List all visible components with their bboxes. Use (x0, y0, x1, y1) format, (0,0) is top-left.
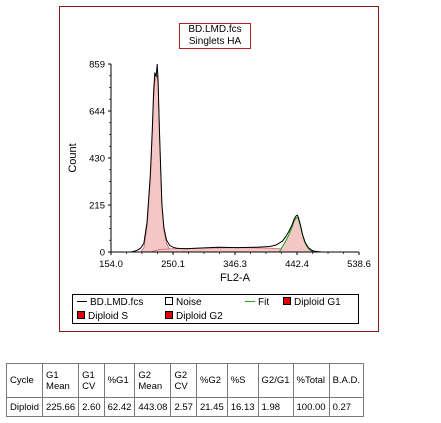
legend-fit-swatch (245, 300, 255, 302)
column-header: B.A.D. (328, 363, 365, 398)
histogram-plot: 0 215 430 644 859 154.0 250.1 346.3 442.4 538.6 FL… (67, 60, 371, 285)
legend-box-swatch (165, 297, 173, 306)
legend-label: Noise (176, 297, 202, 308)
column-header: %S (226, 363, 259, 398)
column-header: %G2 (195, 363, 228, 398)
table-cell: 2.60 (78, 397, 105, 417)
y-axis-label: Count (67, 143, 79, 172)
table-cell: 443.08 (134, 397, 172, 417)
column-header: %Total (292, 363, 330, 398)
table-cell: 100.00 (292, 397, 330, 417)
y-tick-label: 644 (89, 107, 105, 118)
column-header: G1 Mean (42, 363, 80, 398)
column-header: G1 CV (78, 363, 105, 398)
legend-line-swatch (77, 300, 87, 302)
column-header: Cycle (5, 363, 44, 398)
legend-label: Fit (258, 297, 270, 308)
fit-area-diploid-s (150, 247, 298, 253)
table-cell: 16.13 (226, 397, 259, 417)
legend-item-fit: Fit (245, 296, 269, 309)
cell-cycle-stats-table: Cycle G1 Mean G1 CV %G1 G2 Mean G2 CV %G2 %S… (5, 363, 365, 417)
legend-box-swatch (165, 311, 173, 320)
x-tick-label: 538.6 (347, 259, 371, 270)
legend-label: Diploid G2 (176, 311, 223, 322)
table-row: Diploid 225.66 2.60 62.42 443.08 2.57 21… (5, 397, 365, 417)
fit-area-diploid-g2 (278, 216, 315, 253)
table-cell: 21.45 (195, 397, 228, 417)
x-tick-label: 154.0 (99, 259, 123, 270)
legend-box-swatch (283, 297, 291, 306)
legend-label: BD.LMD.fcs (90, 297, 144, 308)
table-cell: 0.27 (328, 397, 365, 417)
chart-title-line-1: BD.LMD.fcs (188, 24, 242, 35)
histogram-panel: 0 215 430 644 859 154.0 250.1 346.3 442.4 538.6 FL… (59, 6, 379, 332)
table-cell: 2.57 (170, 397, 197, 417)
fit-line-g2 (278, 216, 315, 253)
table-cell: 1.98 (257, 397, 294, 417)
y-tick-label: 859 (89, 60, 105, 71)
legend: BD.LMD.fcs Noise Fit Diploid G1 Diploid … (72, 294, 359, 324)
y-tick-label: 215 (89, 201, 105, 212)
x-tick-label: 250.1 (161, 259, 185, 270)
column-header: G2 Mean (134, 363, 172, 398)
column-header: G2/G1 (257, 363, 294, 398)
fit-area-diploid-g1 (139, 74, 175, 253)
table-cell: Diploid (5, 397, 44, 417)
legend-label: Diploid S (88, 311, 129, 322)
chart-title-line-2: Singlets HA (188, 36, 242, 47)
x-axis-label: FL2-A (220, 272, 251, 284)
table-cell: 225.66 (42, 397, 80, 417)
legend-item-data: BD.LMD.fcs (77, 296, 143, 309)
x-tick-label: 346.3 (223, 259, 247, 270)
x-tick-label: 442.4 (285, 259, 309, 270)
y-tick-label: 0 (100, 248, 105, 259)
column-header: %G1 (103, 363, 136, 398)
column-header: G2 CV (170, 363, 197, 398)
legend-item-noise: Noise (165, 296, 202, 309)
legend-box-swatch (77, 311, 85, 320)
table-header-row: Cycle G1 Mean G1 CV %G1 G2 Mean G2 CV %G2 %S… (5, 363, 365, 398)
legend-item-diploid-g1: Diploid G1 (283, 296, 341, 309)
chart-title: BD.LMD.fcs Singlets HA (179, 23, 251, 49)
table-cell: 62.42 (103, 397, 136, 417)
legend-item-diploid-g2: Diploid G2 (165, 310, 223, 323)
legend-item-diploid-s: Diploid S (77, 310, 128, 323)
histogram-line (130, 63, 322, 253)
y-tick-label: 430 (89, 154, 105, 165)
legend-label: Diploid G1 (294, 297, 341, 308)
